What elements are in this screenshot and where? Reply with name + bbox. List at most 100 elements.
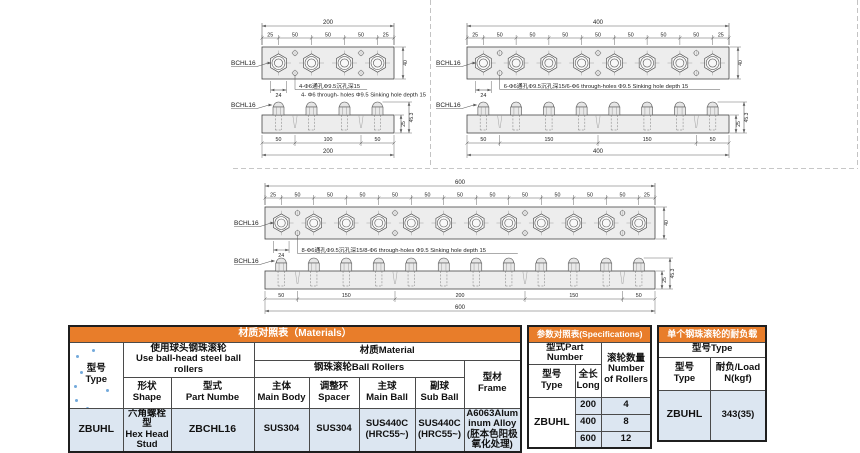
svg-text:50: 50 — [425, 192, 431, 198]
svg-text:50: 50 — [522, 192, 528, 198]
col-header-material: 材质Material — [253, 341, 522, 361]
svg-text:40: 40 — [664, 220, 670, 226]
value-length-400: 400 — [574, 413, 602, 432]
svg-text:50: 50 — [457, 192, 463, 198]
svg-text:50: 50 — [327, 192, 333, 198]
svg-text:25: 25 — [662, 277, 668, 283]
svg-text:8-Φ6通孔Φ9.5沉孔深15/8-Φ6 through-h: 8-Φ6通孔Φ9.5沉孔深15/8-Φ6 through-holes Φ9.5 … — [302, 246, 486, 254]
svg-text:25: 25 — [401, 121, 407, 127]
svg-text:45.3: 45.3 — [670, 268, 676, 278]
col-header-number-of-rollers: 滚轮数量 Number of Rollers — [600, 341, 652, 398]
svg-text:4- Φ6 through- holes Φ9.5 Sink: 4- Φ6 through- holes Φ9.5 Sinking hole d… — [301, 93, 426, 99]
svg-text:600: 600 — [455, 180, 466, 186]
drawing-plan-600: 600 25 50 50 50 50 50 50 50 50 50 50 50 25 40 BCHL16 24 8… — [234, 180, 670, 259]
col-header-type: 型号 Type — [68, 341, 124, 409]
value-length-200: 200 — [574, 396, 602, 415]
svg-text:4-Φ6通孔Φ9.5沉孔深15: 4-Φ6通孔Φ9.5沉孔深15 — [299, 82, 360, 90]
technical-drawings: 200 25 50 50 50 25 40 BCHL16 24 4-Φ6通孔Φ9.5沉孔深15 4-… — [231, 0, 858, 314]
svg-text:BCHL16: BCHL16 — [231, 102, 256, 109]
value-rollers-400: 8 — [600, 413, 652, 432]
svg-text:50: 50 — [480, 137, 486, 143]
svg-text:45.3: 45.3 — [409, 112, 415, 122]
col-header-part-number: 型式 Part Numbe — [170, 376, 255, 409]
svg-text:50: 50 — [358, 32, 364, 38]
materials-title: 材质对照表（Materials） — [68, 325, 522, 343]
value-main-body: SUS304 — [253, 407, 310, 453]
materials-table: 材质对照表（Materials） 型号 Type 使用球头钢珠滚轮 Use ba… — [68, 325, 522, 453]
svg-text:50: 50 — [628, 32, 634, 38]
value-load-capacity: 343(35) — [709, 389, 767, 442]
svg-text:24: 24 — [276, 93, 282, 99]
svg-text:50: 50 — [661, 32, 667, 38]
value-sub-ball: SUS440C (HRC55~) — [414, 407, 465, 453]
svg-text:50: 50 — [636, 293, 642, 299]
svg-text:50: 50 — [530, 32, 536, 38]
decorative-dots — [76, 354, 79, 358]
svg-text:40: 40 — [738, 60, 744, 66]
col-header-load-type: 型号 Type — [657, 356, 711, 391]
drawing-plan-200: 200 25 50 50 50 25 40 BCHL16 24 4-Φ6通孔Φ9.5沉孔深15 4-… — [231, 20, 426, 99]
svg-text:50: 50 — [555, 192, 561, 198]
svg-text:45.3: 45.3 — [744, 112, 750, 122]
svg-text:150: 150 — [342, 293, 351, 299]
col-header-ball-rollers: 钢珠滚轮Ball Rollers — [253, 359, 465, 378]
spec-tables: 材质对照表（Materials） 型号 Type 使用球头钢珠滚轮 Use ba… — [68, 325, 768, 453]
value-frame: A6063Aluminum Alloy(胚本色阳极氧化处理) — [463, 407, 522, 453]
svg-text:50: 50 — [278, 293, 284, 299]
svg-text:24: 24 — [480, 93, 486, 99]
svg-text:50: 50 — [295, 192, 301, 198]
svg-text:24: 24 — [278, 253, 284, 259]
svg-text:BCHL16: BCHL16 — [436, 60, 461, 67]
svg-text:150: 150 — [569, 293, 578, 299]
svg-text:6-Φ6通孔Φ9.5沉孔深15/6-Φ6 through-h: 6-Φ6通孔Φ9.5沉孔深15/6-Φ6 through-holes Φ9.5 … — [504, 82, 688, 90]
col-header-part-number-group: 型式Part Number — [527, 341, 602, 365]
svg-text:25: 25 — [270, 192, 276, 198]
svg-text:50: 50 — [595, 32, 601, 38]
svg-text:200: 200 — [323, 149, 334, 155]
value-model-type: ZBUHL — [68, 407, 124, 453]
svg-text:400: 400 — [593, 149, 604, 155]
svg-text:BCHL16: BCHL16 — [436, 102, 461, 109]
svg-text:200: 200 — [456, 293, 465, 299]
value-length-600: 600 — [574, 430, 602, 449]
col-header-type-label: 型号 Type — [85, 363, 107, 385]
svg-text:50: 50 — [292, 32, 298, 38]
svg-text:50: 50 — [375, 137, 381, 143]
value-main-ball: SUS440C (HRC55~) — [358, 407, 416, 453]
col-header-sub-ball: 副球 Sub Ball — [414, 376, 465, 409]
load-title: 单个钢珠滚轮的耐负载 — [657, 325, 767, 343]
svg-text:25: 25 — [267, 32, 273, 38]
svg-text:50: 50 — [710, 137, 716, 143]
svg-text:25: 25 — [383, 32, 389, 38]
svg-text:50: 50 — [693, 32, 699, 38]
svg-text:50: 50 — [587, 192, 593, 198]
col-header-length: 全长 Long — [574, 363, 602, 398]
drawing-plan-400: 400 25 50 50 50 50 50 50 50 25 40 BCHL16 24 6-Φ6通孔Φ9.… — [436, 20, 744, 99]
svg-text:50: 50 — [562, 32, 568, 38]
col-header-load: 耐负/Load N(kgf) — [709, 356, 767, 391]
specifications-table: 参数对照表(Specifications) 型式Part Number 滚轮数量… — [527, 325, 653, 450]
svg-text:100: 100 — [324, 137, 333, 143]
svg-text:50: 50 — [360, 192, 366, 198]
svg-text:50: 50 — [325, 32, 331, 38]
svg-text:BCHL16: BCHL16 — [234, 220, 259, 227]
col-header-type-group: 型号Type — [657, 341, 767, 358]
load-capacity-table: 单个钢珠滚轮的耐负载 型号Type 型号 Type 耐负/Load N(kgf)… — [657, 325, 768, 442]
value-rollers-600: 12 — [600, 430, 652, 449]
svg-text:200: 200 — [323, 20, 334, 26]
value-part-number: ZBCHL16 — [170, 407, 255, 453]
svg-text:600: 600 — [455, 305, 466, 311]
col-header-main-ball: 主球 Main Ball — [358, 376, 416, 409]
svg-text:25: 25 — [472, 32, 478, 38]
svg-text:50: 50 — [392, 192, 398, 198]
svg-text:50: 50 — [276, 137, 282, 143]
specifications-title: 参数对照表(Specifications) — [527, 325, 652, 343]
value-spec-model-type: ZBUHL — [527, 396, 576, 449]
value-shape: 六角螺栓型 Hex Head Stud — [122, 407, 172, 453]
svg-text:25: 25 — [718, 32, 724, 38]
value-load-model-type: ZBUHL — [657, 389, 711, 442]
col-header-shape: 形状 Shape — [122, 376, 172, 409]
